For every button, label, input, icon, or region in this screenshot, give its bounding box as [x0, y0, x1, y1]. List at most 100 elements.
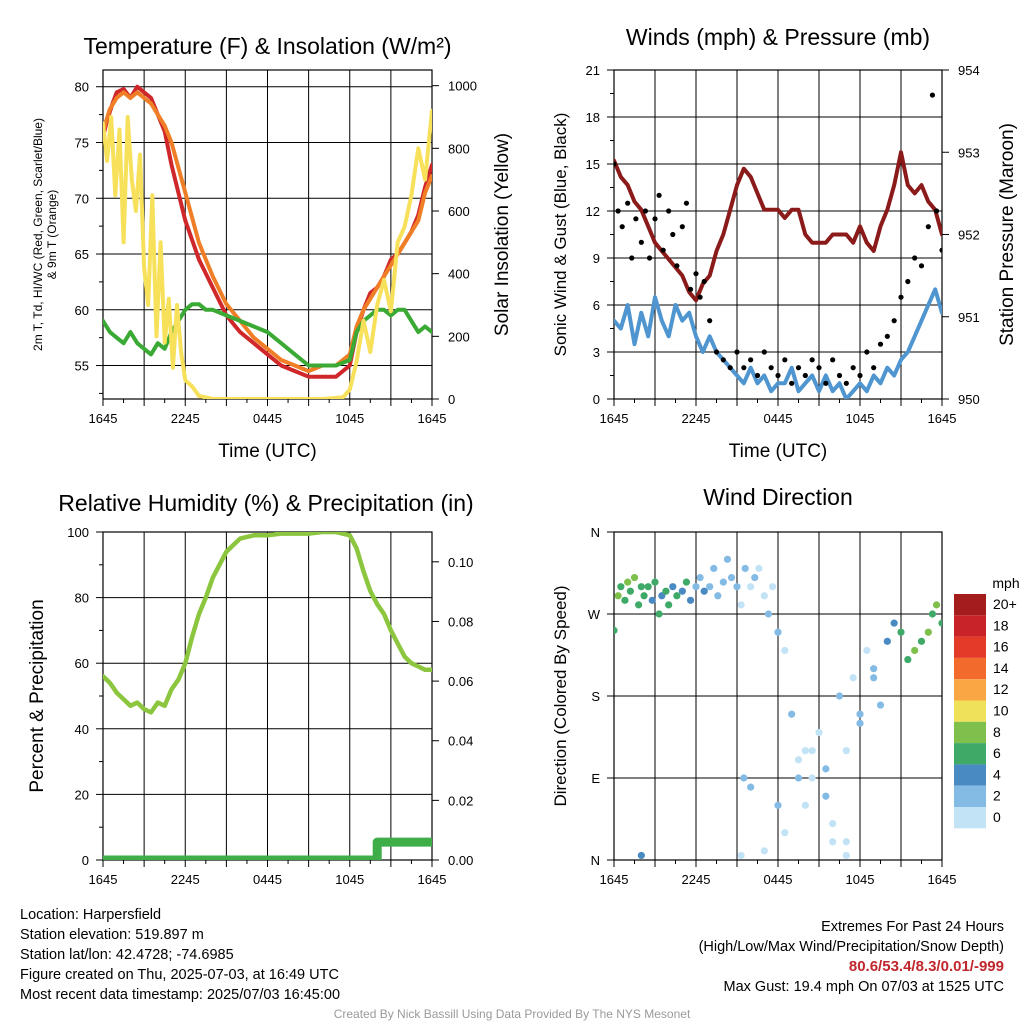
y-tick-label: 55 [75, 359, 89, 374]
legend-label: 14 [993, 660, 1009, 676]
y-tick-label: 80 [75, 80, 89, 95]
gust-point [748, 357, 754, 363]
legend-label: 18 [993, 617, 1009, 633]
y-tick-label: 60 [75, 656, 89, 671]
gust-point [633, 216, 639, 222]
gust-point [850, 365, 856, 371]
legend-label: 8 [993, 724, 1001, 740]
series-line-0 [103, 532, 432, 715]
y-tick-label: 70 [75, 191, 89, 206]
extremes-heading: Extremes For Past 24 Hours [821, 919, 1004, 935]
gust-point [713, 349, 720, 355]
gust-point [884, 333, 890, 339]
wind-direction-point [714, 592, 722, 600]
wind-direction-point [849, 674, 857, 682]
x-tick-label: 1645 [418, 872, 447, 887]
gust-point [683, 200, 690, 206]
wind-direction-point [665, 601, 673, 609]
y-tick-label: N [591, 525, 600, 540]
wind-direction-point [751, 573, 759, 582]
y-tick-label: 9 [593, 251, 600, 266]
gust-point [795, 365, 802, 371]
y-tick-label: 20 [75, 787, 89, 802]
gust-point [877, 341, 884, 347]
gust-point [670, 231, 676, 238]
y2-tick-label: 0.04 [448, 734, 473, 749]
wind-direction-point [723, 555, 732, 563]
legend-swatch [954, 785, 986, 807]
wind-direction-point [842, 838, 850, 846]
wind-direction-point [727, 573, 736, 582]
series-line-2 [103, 302, 432, 368]
wind-direction-point [614, 592, 622, 600]
y-tick-label: 6 [593, 298, 600, 313]
wind-direction-point [706, 583, 714, 591]
wind-direction-point [883, 637, 891, 645]
wind-direction-point [876, 701, 885, 709]
legend-swatch [954, 700, 986, 722]
gust-point [789, 380, 795, 386]
wind-direction-point [630, 573, 639, 582]
x-tick-label: 2245 [682, 872, 711, 887]
gust-point [775, 372, 781, 379]
legend-swatch [954, 615, 986, 637]
legend-label: 12 [993, 681, 1009, 697]
gust-point [802, 372, 808, 379]
y-axis-label: Direction (Colored By Speed) [551, 585, 570, 806]
gust-point [697, 294, 703, 300]
gust-point [918, 263, 925, 269]
y-tick-label: 21 [586, 63, 600, 78]
wind-direction-point [692, 583, 700, 591]
y2-tick-label: 1000 [448, 79, 477, 94]
legend-swatch [954, 657, 986, 680]
legend-label: 20+ [993, 596, 1017, 612]
wind-direction-point [768, 583, 777, 591]
wind-direction-point [904, 655, 912, 664]
series-line-3 [103, 108, 432, 399]
wind-direction-point [700, 587, 708, 595]
wind-direction-point [710, 564, 718, 573]
gust-point [864, 349, 870, 355]
y2-tick-label: 954 [958, 63, 980, 78]
panel-winds-pressure: 1645 2245 0445 1045 164503691215182195095195… [551, 24, 1018, 462]
x-tick-label: 1645 [418, 411, 447, 426]
wind-direction-point [890, 619, 898, 627]
station-info: Location: Harpersfield Station elevation… [20, 905, 340, 1005]
x-tick-label: 1045 [846, 411, 875, 426]
gust-point [754, 372, 761, 379]
gust-point [660, 247, 666, 253]
wind-direction-point [760, 592, 768, 600]
wind-direction-point [856, 710, 864, 718]
legend-title: mph [992, 575, 1019, 591]
extremes-box: Extremes For Past 24 Hours (High/Low/Max… [699, 917, 1004, 997]
wind-direction-point [938, 619, 942, 627]
x-axis-label: Time (UTC) [729, 441, 828, 462]
y2-tick-label: 0.00 [448, 853, 473, 868]
wind-speed-legend: mph 20+ 18 16 14 12 10 8 6 4 2 0 [954, 575, 1020, 829]
y2-axis-label: Solar Insolation (Yellow) [492, 133, 513, 336]
chart-title: Wind Direction [703, 484, 853, 510]
gust-point [761, 349, 767, 355]
y-tick-label: 18 [586, 110, 600, 125]
y-tick-label: S [591, 689, 600, 704]
wind-direction-point [678, 587, 686, 595]
gust-point [638, 239, 644, 245]
gust-point [727, 365, 733, 371]
gust-point [768, 365, 774, 371]
y2-axis-label: Station Pressure (Maroon) [997, 123, 1018, 346]
y-axis-label-line: 2m T, Td, HI/WC (Red, Green, Scarlet/Blu… [31, 118, 45, 351]
data-layer [614, 555, 942, 860]
data-layer [614, 92, 942, 399]
wind-direction-point [733, 583, 741, 591]
wind-direction-point [747, 783, 755, 791]
gust-point [836, 372, 843, 379]
gust-point [720, 357, 726, 363]
gust-point [891, 318, 897, 324]
y-tick-label: W [588, 607, 601, 622]
series-line-1 [614, 287, 942, 399]
gust-point [782, 357, 788, 363]
gust-point [809, 357, 815, 363]
x-tick-label: 1645 [928, 411, 957, 426]
y2-tick-label: 0.02 [448, 793, 473, 808]
gust-point [687, 286, 694, 292]
